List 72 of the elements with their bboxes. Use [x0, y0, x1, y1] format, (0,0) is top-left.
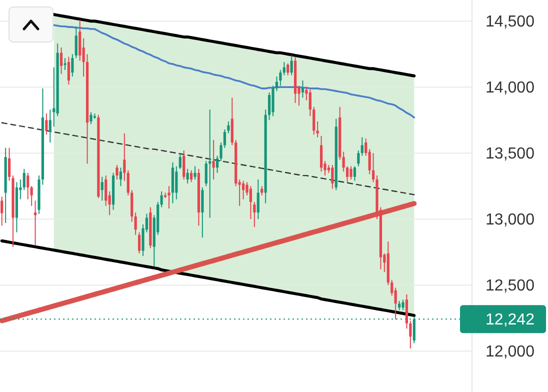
- candlestick: [256, 179, 260, 220]
- candlestick: [346, 166, 349, 183]
- candlestick: [282, 62, 286, 76]
- candlestick: [30, 186, 33, 206]
- candlestick: [230, 97, 234, 146]
- y-tick-label: 14,000: [486, 80, 535, 97]
- candlestick: [312, 106, 316, 136]
- candlestick: [74, 26, 78, 59]
- candlestick: [201, 186, 204, 238]
- candlestick: [405, 294, 408, 330]
- candlestick: [160, 190, 163, 208]
- candlestick: [350, 166, 352, 180]
- y-tick-label: 12,000: [486, 344, 535, 361]
- candlestick: [360, 136, 364, 156]
- candlestick: [104, 175, 108, 206]
- candlestick: [71, 54, 74, 78]
- candlestick: [398, 300, 401, 311]
- candlestick: [308, 89, 312, 117]
- candlestick: [316, 120, 319, 138]
- candlestick: [242, 180, 245, 200]
- candlestick: [22, 168, 26, 191]
- candlestick: [130, 190, 134, 222]
- candlestick: [182, 150, 186, 180]
- candlestick: [331, 164, 334, 190]
- candlestick: [67, 56, 70, 85]
- candlestick: [134, 212, 137, 236]
- candlestick: [301, 80, 304, 98]
- candlestick: [116, 164, 118, 180]
- candlestick: [342, 151, 345, 172]
- candlestick: [126, 170, 130, 196]
- candlestick: [0, 196, 4, 226]
- candlestick: [64, 58, 66, 70]
- candlestick: [190, 170, 193, 183]
- y-tick-label: 14,500: [486, 14, 535, 31]
- candlestick: [208, 109, 212, 218]
- candlestick: [48, 109, 52, 144]
- candlestick: [290, 54, 293, 76]
- candlestick: [253, 201, 256, 228]
- y-tick-label: 12,500: [486, 278, 535, 295]
- candlestick: [78, 19, 82, 62]
- candlestick: [45, 113, 48, 136]
- line-series: [52, 13, 416, 78]
- candlestick: [227, 120, 230, 134]
- candlestick: [186, 168, 189, 184]
- line-series: [52, 24, 416, 118]
- candlestick: [357, 150, 360, 167]
- candlestick: [204, 160, 208, 187]
- candlestick: [168, 186, 170, 210]
- y-tick-label: 13,500: [486, 146, 535, 163]
- candlestick: [175, 166, 178, 200]
- candlestick: [119, 167, 122, 187]
- candlestick: [34, 200, 37, 246]
- candlestick: [90, 112, 92, 125]
- candlestick: [26, 172, 30, 200]
- candlestick: [268, 92, 271, 121]
- candlestick: [60, 47, 63, 74]
- candlestick: [178, 152, 182, 170]
- candlestick: [286, 62, 290, 76]
- candlestick: [123, 132, 126, 182]
- ref-line-label: 12,242: [486, 312, 535, 329]
- candlestick: [409, 320, 412, 349]
- candlestick: [138, 232, 141, 254]
- candlestick: [100, 176, 104, 202]
- candlestick: [249, 186, 252, 220]
- y-tick-label: 13,000: [486, 212, 535, 229]
- candlestick: [402, 299, 404, 311]
- candlestick: [353, 166, 356, 182]
- candlestick: [320, 135, 323, 172]
- candlestick: [194, 166, 196, 180]
- candlestick: [212, 139, 215, 180]
- candlestick: [260, 186, 264, 196]
- candlestick: [279, 69, 282, 86]
